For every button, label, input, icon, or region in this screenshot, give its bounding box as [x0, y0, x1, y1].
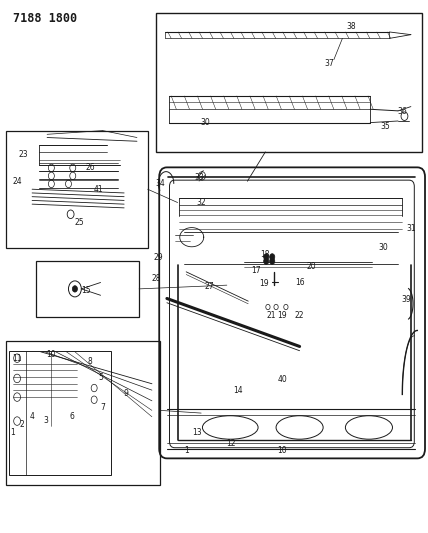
- Text: 1: 1: [184, 446, 189, 455]
- Text: 3: 3: [44, 416, 49, 424]
- Text: 13: 13: [192, 429, 202, 437]
- Text: 2: 2: [20, 420, 25, 429]
- Text: 27: 27: [205, 282, 214, 291]
- Text: 23: 23: [19, 150, 28, 159]
- Text: 14: 14: [233, 386, 242, 394]
- Text: 22: 22: [295, 311, 304, 320]
- Text: 33: 33: [194, 173, 204, 182]
- Text: 12: 12: [226, 439, 236, 448]
- Text: 26: 26: [85, 164, 95, 172]
- Bar: [6, 131, 148, 248]
- Text: 30: 30: [201, 118, 210, 127]
- Text: 34: 34: [156, 179, 165, 188]
- Text: 7: 7: [100, 403, 105, 411]
- Text: 21: 21: [267, 311, 276, 320]
- Circle shape: [72, 286, 77, 292]
- Text: 37: 37: [325, 60, 334, 68]
- Text: 5: 5: [98, 373, 103, 382]
- Text: 24: 24: [12, 177, 22, 185]
- Text: 9: 9: [124, 389, 129, 398]
- Text: 10: 10: [47, 351, 56, 359]
- Bar: [156, 13, 422, 152]
- Text: 19: 19: [260, 279, 269, 288]
- Text: 20: 20: [307, 262, 316, 271]
- Circle shape: [264, 254, 269, 260]
- Text: 10: 10: [278, 446, 287, 455]
- Text: 36: 36: [398, 108, 407, 116]
- Text: 39: 39: [402, 295, 411, 304]
- Circle shape: [264, 258, 269, 264]
- Text: 25: 25: [74, 219, 84, 227]
- Text: 16: 16: [295, 278, 304, 287]
- Text: 8: 8: [87, 357, 92, 366]
- Text: 19: 19: [278, 311, 287, 320]
- Bar: [6, 341, 160, 485]
- Text: 1: 1: [10, 429, 15, 437]
- Text: 18: 18: [261, 251, 270, 259]
- Text: 38: 38: [346, 22, 356, 31]
- Circle shape: [270, 258, 275, 264]
- Text: 32: 32: [196, 198, 206, 207]
- Text: 35: 35: [380, 123, 390, 131]
- Circle shape: [270, 254, 275, 260]
- Text: 29: 29: [154, 254, 163, 262]
- Text: 31: 31: [406, 224, 416, 232]
- Text: 6: 6: [69, 413, 74, 421]
- Text: 11: 11: [12, 354, 22, 362]
- Text: 28: 28: [152, 274, 161, 282]
- Text: 40: 40: [278, 375, 287, 384]
- Text: 15: 15: [81, 286, 90, 295]
- Text: 4: 4: [30, 413, 35, 421]
- Text: 17: 17: [251, 266, 261, 275]
- Bar: [36, 261, 139, 317]
- Text: 41: 41: [94, 185, 103, 193]
- Text: 30: 30: [378, 243, 388, 252]
- Text: 7188 1800: 7188 1800: [13, 12, 77, 25]
- Bar: [9, 351, 111, 475]
